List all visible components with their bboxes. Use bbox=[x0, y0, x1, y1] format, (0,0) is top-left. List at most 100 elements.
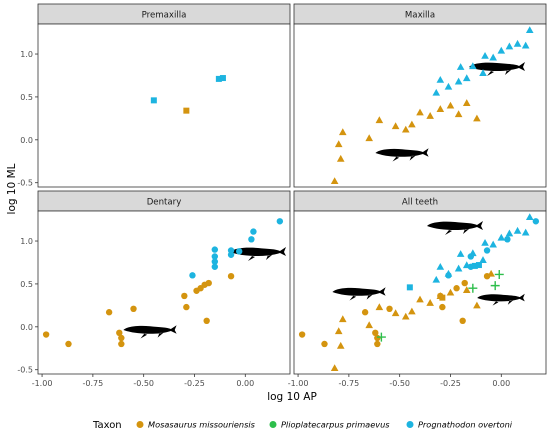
data-point bbox=[432, 275, 441, 283]
data-point bbox=[473, 114, 481, 122]
y-tick-label: 0.0 bbox=[20, 136, 33, 145]
data-point bbox=[227, 251, 235, 258]
x-tick-label: -1.00 bbox=[288, 379, 309, 388]
data-point bbox=[475, 262, 482, 269]
legend-label-prognathodon: Prognathodon overtoni bbox=[418, 420, 513, 430]
x-tick-label: 0.00 bbox=[236, 379, 254, 388]
mosasaur-silhouette-icon bbox=[332, 287, 386, 301]
data-point bbox=[504, 236, 511, 243]
y-axis-title: log 10 ML bbox=[6, 163, 18, 214]
data-point bbox=[444, 269, 453, 277]
data-point bbox=[505, 229, 514, 237]
data-point bbox=[150, 97, 157, 104]
data-point bbox=[375, 303, 384, 311]
data-point bbox=[521, 41, 530, 49]
data-point bbox=[189, 272, 196, 279]
data-point bbox=[481, 238, 489, 246]
data-point bbox=[361, 309, 369, 316]
data-point bbox=[116, 329, 123, 337]
data-point bbox=[118, 334, 125, 342]
legend-key-mosasaurus bbox=[136, 421, 144, 428]
data-point bbox=[462, 286, 471, 293]
data-point bbox=[432, 88, 441, 96]
y-tick-label: -0.5 bbox=[17, 179, 33, 188]
data-point bbox=[446, 101, 455, 109]
panel-premaxilla-title: Premaxilla bbox=[142, 11, 187, 21]
panel-dentary: Dentary bbox=[37, 190, 291, 375]
data-point bbox=[376, 332, 386, 342]
data-point bbox=[446, 288, 455, 296]
legend-title: Taxon bbox=[92, 420, 122, 431]
data-point bbox=[439, 294, 446, 301]
x-tick-label: -0.75 bbox=[83, 379, 104, 388]
data-point bbox=[513, 226, 522, 234]
data-point bbox=[211, 263, 219, 270]
data-point bbox=[468, 283, 478, 293]
data-point bbox=[330, 177, 339, 185]
data-point bbox=[42, 331, 50, 338]
data-point bbox=[462, 261, 471, 269]
data-point bbox=[211, 246, 219, 253]
panel-dentary-marks bbox=[42, 218, 284, 348]
data-point bbox=[375, 116, 384, 124]
data-point bbox=[334, 140, 343, 148]
data-point bbox=[338, 128, 347, 136]
data-point bbox=[462, 74, 471, 82]
panel-premaxilla: Premaxilla bbox=[37, 3, 291, 188]
data-point bbox=[391, 122, 400, 130]
data-point bbox=[105, 309, 113, 316]
panel-premaxilla-marks bbox=[150, 75, 226, 114]
panel-dentary-title: Dentary bbox=[147, 198, 182, 208]
x-tick-label: -0.75 bbox=[339, 379, 360, 388]
panel-premaxilla-frame bbox=[37, 23, 291, 188]
data-point bbox=[219, 75, 226, 82]
data-point bbox=[391, 309, 400, 317]
x-tick-label: -0.25 bbox=[440, 379, 461, 388]
mosasaur-silhouette-icon bbox=[375, 148, 429, 162]
data-point bbox=[436, 75, 445, 83]
y-tick-label: 0.5 bbox=[20, 93, 33, 102]
legend: Taxon Mosasaurus missouriensis Plioplate… bbox=[92, 420, 513, 432]
y-tick-label: -0.5 bbox=[17, 366, 33, 375]
data-point bbox=[469, 62, 477, 70]
legend-label-plioplatecarpus: Plioplatecarpus primaevus bbox=[281, 420, 390, 430]
data-point bbox=[489, 240, 497, 248]
data-point bbox=[336, 341, 345, 349]
data-point bbox=[65, 340, 72, 348]
panel-maxilla: Maxilla bbox=[293, 3, 547, 188]
data-point bbox=[490, 281, 500, 291]
panel-all-teeth-marks bbox=[298, 213, 540, 372]
data-point bbox=[401, 125, 410, 133]
panel-maxilla-marks bbox=[330, 26, 534, 185]
data-point bbox=[426, 111, 434, 119]
data-point bbox=[276, 218, 284, 225]
data-point bbox=[215, 75, 222, 82]
mosasaur-silhouette-icon bbox=[427, 221, 483, 235]
data-point bbox=[454, 77, 463, 85]
data-point bbox=[456, 250, 465, 257]
data-point bbox=[456, 63, 465, 70]
data-point bbox=[525, 26, 534, 34]
data-point bbox=[374, 340, 381, 348]
data-point bbox=[211, 253, 219, 260]
data-point bbox=[467, 263, 475, 270]
data-point bbox=[374, 334, 381, 342]
y-tick-label: 0.5 bbox=[20, 280, 33, 289]
data-point bbox=[426, 298, 434, 306]
data-point bbox=[330, 364, 339, 372]
data-point bbox=[469, 249, 477, 257]
data-point bbox=[473, 301, 481, 309]
data-point bbox=[505, 42, 514, 50]
y-tick-label: 1.0 bbox=[20, 50, 33, 59]
data-point bbox=[181, 292, 188, 300]
panel-all-teeth-title: All teeth bbox=[402, 198, 438, 208]
data-point bbox=[250, 228, 257, 235]
y-tick-label: 1.0 bbox=[20, 237, 33, 246]
data-point bbox=[336, 154, 345, 162]
mosasaur-silhouette-icon bbox=[469, 62, 525, 76]
legend-label-mosasaurus: Mosasaurus missouriensis bbox=[148, 420, 256, 430]
data-point bbox=[321, 340, 328, 348]
data-point bbox=[461, 279, 468, 287]
data-point bbox=[521, 228, 530, 236]
